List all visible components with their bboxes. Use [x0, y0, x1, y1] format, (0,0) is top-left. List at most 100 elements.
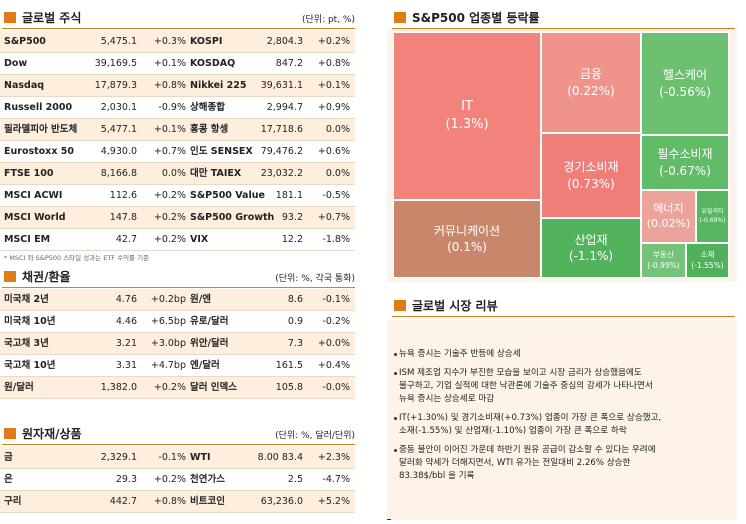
- sector-tile: 경기소비재 (0.73%): [541, 133, 641, 218]
- sector-tile: 필수소비재 (-0.67%): [641, 135, 729, 190]
- row-name: 비트코인: [190, 496, 225, 507]
- row-name: 구리: [4, 496, 22, 507]
- section-icon: [4, 271, 16, 282]
- row-value: 23,032.2: [260, 168, 303, 179]
- sector-tile: 헬스케어 (-0.56%): [641, 32, 729, 135]
- sector-change: (0.1%): [447, 240, 487, 254]
- row-value: 0.9: [287, 316, 303, 327]
- row-change: +0.7%: [153, 146, 186, 157]
- section-rule: [2, 287, 355, 288]
- sector-tile: 금융 (0.22%): [541, 32, 641, 133]
- sector-tile: 부동산 (-0.99%): [641, 243, 686, 278]
- row-name: 대만 TAIEX: [190, 168, 242, 179]
- row-value: 4,930.0: [100, 146, 137, 157]
- bullet-dot: [394, 372, 397, 375]
- row-value: 161.5: [275, 360, 303, 371]
- row-name: WTI: [190, 452, 211, 463]
- section-rule: [2, 444, 355, 445]
- section-icon: [394, 300, 406, 311]
- section-rule: [2, 28, 355, 29]
- row-value: 5,477.1: [100, 124, 137, 135]
- table-row: [0, 355, 355, 377]
- section-rule: [392, 316, 735, 317]
- sector-name: 에너지: [653, 201, 684, 215]
- row-change: -0.5%: [322, 190, 350, 201]
- row-change: +0.7%: [317, 212, 350, 223]
- row-name: 원/달러: [4, 382, 34, 393]
- sector-name: IT: [461, 99, 473, 115]
- row-change: +4.7bp: [150, 360, 186, 371]
- row-value: 2,994.7: [266, 102, 303, 113]
- table-row: [0, 447, 355, 469]
- section-icon: [394, 12, 406, 23]
- row-change: +0.2%: [153, 212, 186, 223]
- row-value: 3.31: [115, 360, 137, 371]
- row-name: FTSE 100: [4, 168, 54, 179]
- table-row: [0, 31, 355, 53]
- table-row: [0, 289, 355, 311]
- row-value: 8,166.8: [100, 168, 137, 179]
- sector-tile: 에너지 (0.02%): [641, 190, 696, 243]
- row-change: +0.8%: [317, 58, 350, 69]
- sector-change: (-0.67%): [659, 163, 711, 178]
- review-line: ISM 제조업 지수가 부진한 모습을 보이고 시장 금리가 상승했음에도: [399, 368, 642, 378]
- review-line: 소재(-1.55%) 및 산업재(-1.10%) 업종이 가장 큰 폭으로 하락: [399, 426, 627, 436]
- table-row: [0, 53, 355, 75]
- row-change: +0.2%: [153, 382, 186, 393]
- sector-tile: 산업재 (-1.1%): [541, 218, 641, 278]
- table-row: [0, 207, 355, 229]
- table-row: [0, 97, 355, 119]
- row-value: 8.6: [287, 294, 303, 305]
- row-name: MSCI EM: [4, 234, 51, 245]
- row-name: KOSPI: [190, 36, 223, 47]
- section-rule: [392, 28, 735, 29]
- sector-tile: 커뮤니케이션 (0.1%): [393, 200, 541, 278]
- row-value: 147.8: [109, 212, 137, 223]
- row-value: 2,804.3: [266, 36, 303, 47]
- sector-change: (0.22%): [567, 83, 615, 98]
- row-name: 금: [4, 452, 13, 463]
- sector-change: (1.3%): [445, 117, 489, 132]
- review-line: 83.38$/bbl 을 기록: [399, 471, 475, 481]
- row-value: 112.6: [109, 190, 137, 201]
- row-value: 1,382.0: [100, 382, 137, 393]
- section-unit: (단위: %, 달러/단위): [275, 431, 355, 441]
- sector-change: (0.73%): [567, 176, 615, 191]
- sector-change: (-1.1%): [568, 249, 614, 263]
- row-name: Nasdaq: [4, 80, 45, 91]
- row-change: +0.2%: [153, 190, 186, 201]
- row-change: 0.0%: [161, 168, 186, 179]
- row-name: S&P500 Value: [190, 190, 265, 201]
- sector-name: 산업재: [574, 232, 608, 247]
- row-change: +0.2%: [153, 234, 186, 245]
- sector-change: (-0.99%): [647, 260, 680, 270]
- row-value: 181.1: [275, 190, 303, 201]
- row-change: +0.8%: [153, 496, 186, 507]
- row-name: 국고채 10년: [4, 360, 56, 371]
- table-row: [0, 141, 355, 163]
- row-value: 42.7: [115, 234, 137, 245]
- sector-change: (0.02%): [646, 216, 691, 230]
- row-name: 유로/달러: [190, 316, 229, 327]
- review-line: 뉴욕 증시는 상승세로 마감: [399, 394, 495, 404]
- row-value: 12.2: [281, 234, 303, 245]
- sector-name: 필수소비재: [657, 147, 713, 162]
- row-name: VIX: [190, 234, 209, 245]
- row-value: 39,169.5: [94, 58, 137, 69]
- sector-name: 유틸리티: [701, 208, 724, 216]
- table-row: [0, 491, 355, 513]
- sector-change: (-1.55%): [691, 260, 724, 270]
- table-row: [0, 75, 355, 97]
- row-change: -0.1%: [158, 452, 186, 463]
- row-name: 달러 인덱스: [190, 382, 238, 393]
- row-name: Dow: [4, 58, 28, 69]
- section-title: 채권/환율: [22, 270, 71, 284]
- row-value: 7.3: [287, 338, 303, 349]
- row-value: 442.7: [109, 496, 137, 507]
- row-name: 천연가스: [190, 474, 225, 485]
- row-change: +5.2%: [317, 496, 350, 507]
- row-name: 미국채 2년: [4, 294, 49, 305]
- row-name: MSCI ACWI: [4, 190, 63, 201]
- section-title: 글로벌 주식: [22, 11, 82, 25]
- sector-tile: IT (1.3%): [393, 32, 541, 200]
